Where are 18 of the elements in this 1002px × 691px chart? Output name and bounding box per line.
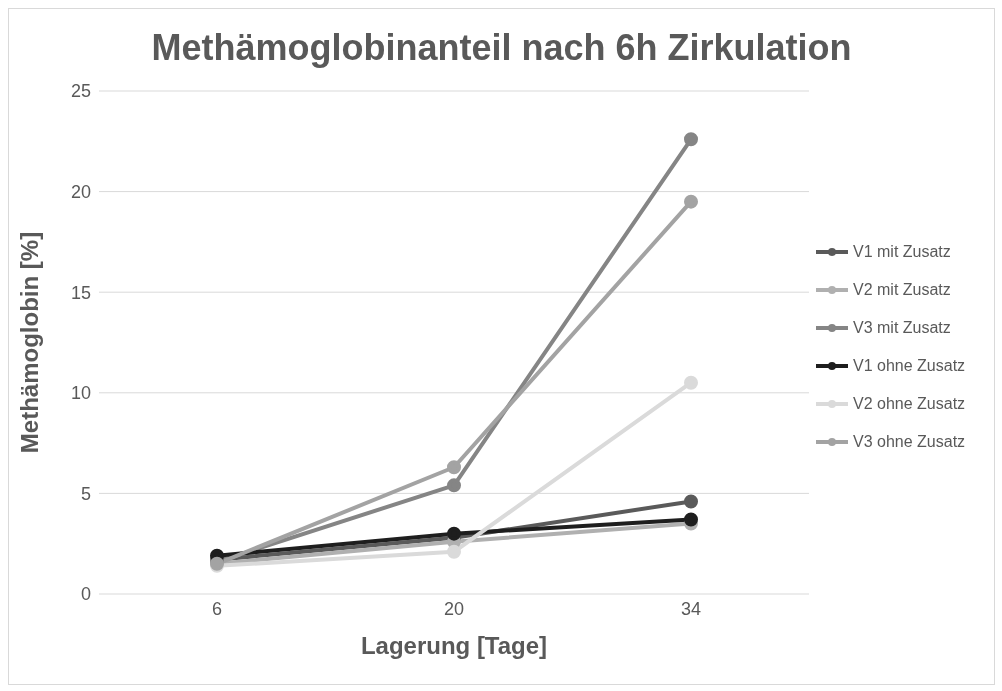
y-tick-label: 20 bbox=[70, 181, 91, 202]
x-tick-label: 6 bbox=[211, 598, 223, 619]
x-tick-label: 34 bbox=[680, 598, 702, 619]
legend-label: V1 mit Zusatz bbox=[853, 242, 951, 261]
chart-title: Methämoglobinanteil nach 6h Zirkulation bbox=[150, 27, 853, 69]
legend-label: V1 ohne Zusatz bbox=[853, 356, 966, 375]
y-tick-label: 25 bbox=[70, 81, 91, 102]
x-tick-label: 20 bbox=[443, 598, 465, 619]
x-axis-title: Lagerung [Tage] bbox=[360, 632, 548, 659]
y-tick-label: 5 bbox=[80, 483, 91, 504]
legend-label: V2 ohne Zusatz bbox=[853, 394, 966, 413]
y-tick-label: 15 bbox=[70, 282, 91, 303]
y-tick-label: 0 bbox=[80, 584, 91, 605]
legend-label: V2 mit Zusatz bbox=[853, 280, 951, 299]
legend-label: V3 ohne Zusatz bbox=[853, 432, 966, 451]
y-tick-label: 10 bbox=[70, 383, 91, 404]
legend-label: V3 mit Zusatz bbox=[853, 318, 951, 337]
y-axis-title: Methämoglobin [%] bbox=[15, 231, 43, 454]
